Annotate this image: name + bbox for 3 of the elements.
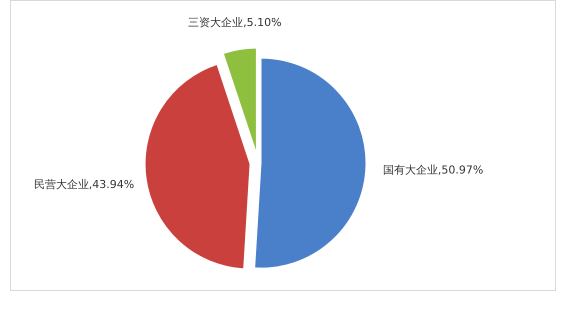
slice-label: 国有大企业,50.97%	[382, 163, 484, 176]
slice-label: 三资大企业,5.10%	[188, 16, 282, 29]
slice-label: 民营大企业,43.94%	[34, 178, 134, 191]
